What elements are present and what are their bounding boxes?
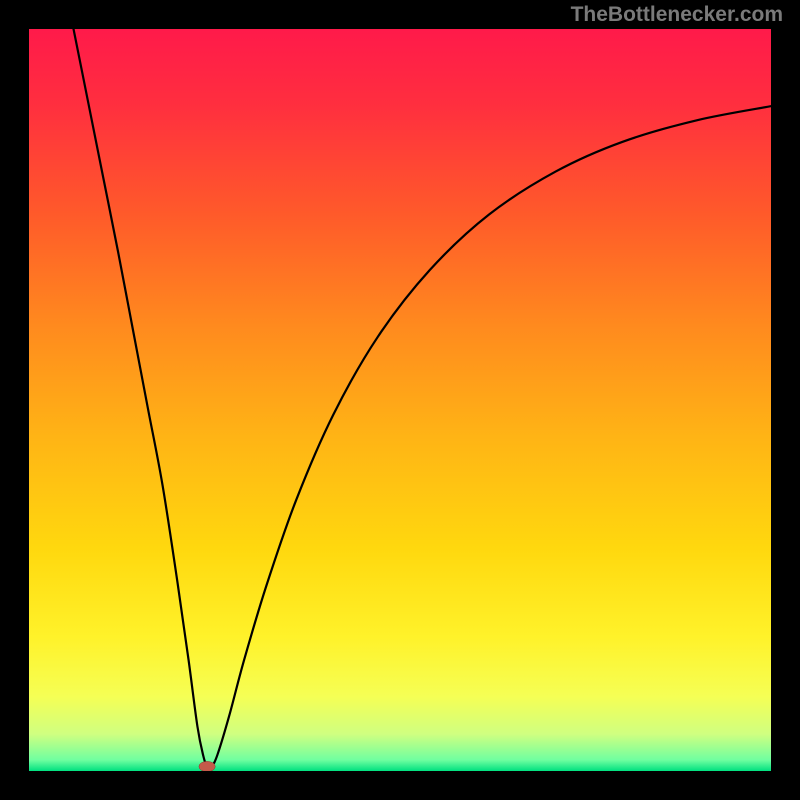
gradient-background [29, 29, 771, 771]
optimal-point-marker [199, 761, 215, 771]
chart-container: TheBottlenecker.com [0, 0, 800, 800]
watermark-label: TheBottlenecker.com [571, 3, 783, 27]
plot-area [29, 29, 771, 771]
plot-svg [29, 29, 771, 771]
